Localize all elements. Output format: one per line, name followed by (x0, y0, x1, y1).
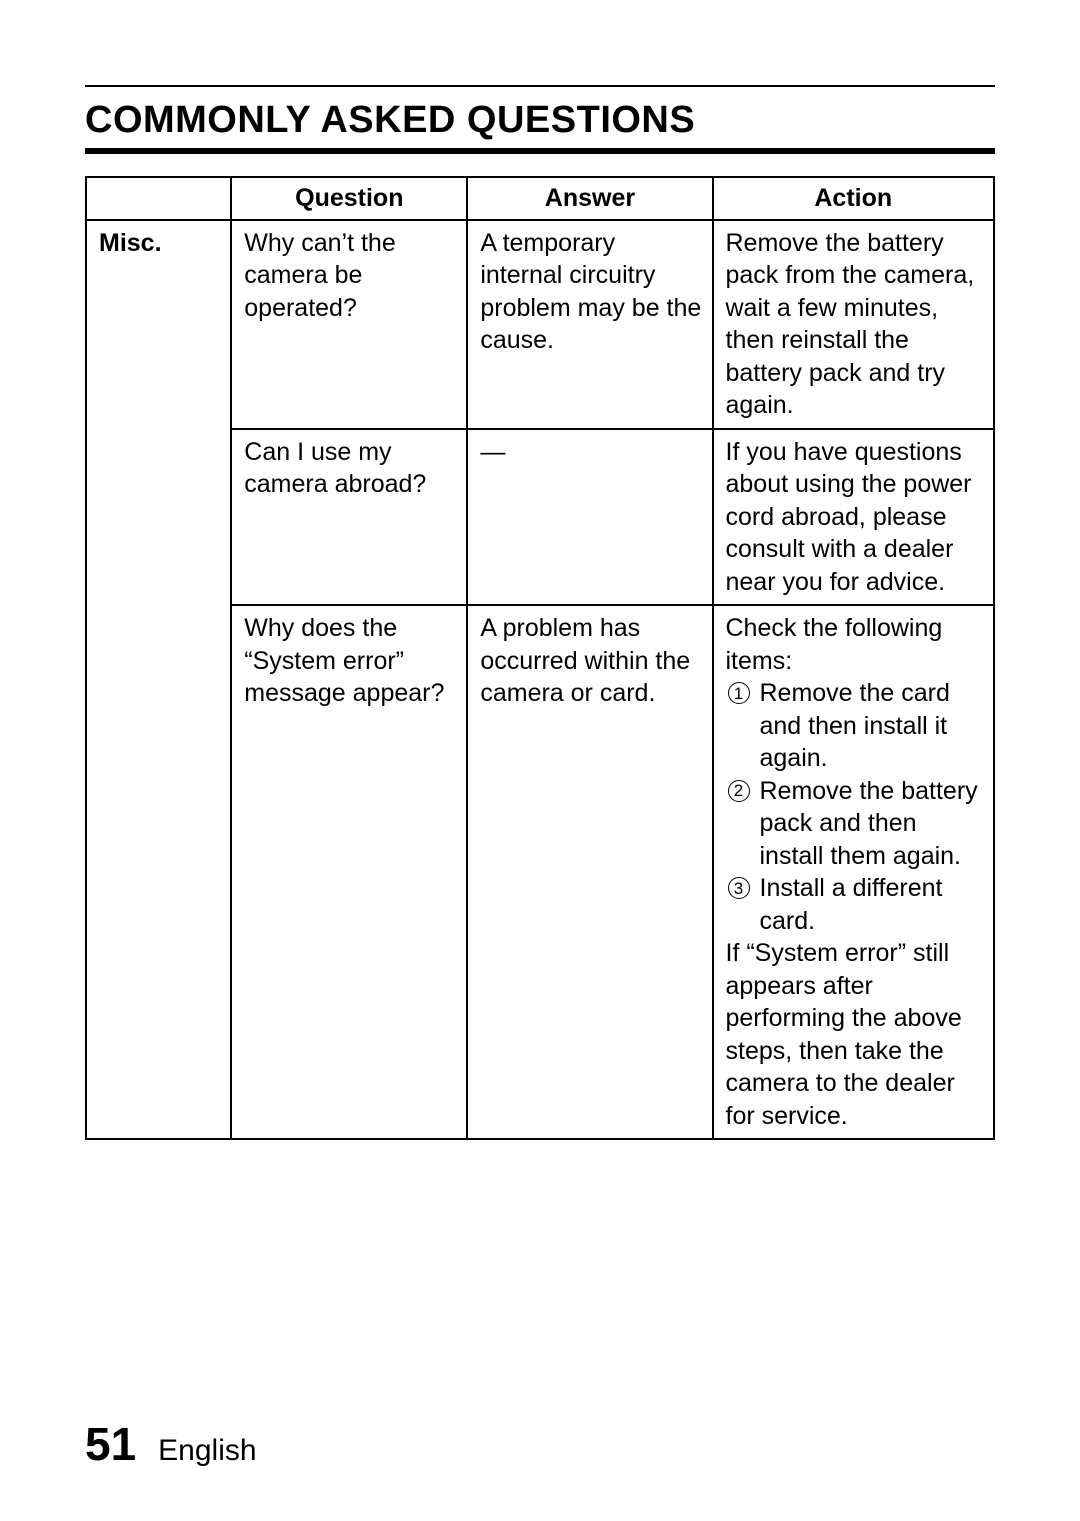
col-header-action: Action (713, 177, 995, 220)
table-row: Misc. Why can’t the camera be operated? … (86, 220, 994, 429)
step-number-icon: 3 (728, 877, 750, 899)
answer-cell: A problem has occurred within the camera… (467, 605, 712, 1139)
answer-cell: — (467, 429, 712, 606)
action-step: 3 Install a different card. (726, 872, 984, 937)
action-cell: Check the following items: 1 Remove the … (713, 605, 995, 1139)
action-cell: Remove the battery pack from the camera,… (713, 220, 995, 429)
category-cell: Misc. (86, 220, 231, 1140)
col-header-question: Question (231, 177, 467, 220)
answer-cell: A temporary internal circuitry problem m… (467, 220, 712, 429)
action-intro: Check the following items: (726, 612, 984, 677)
question-cell: Why does the “System error” message appe… (231, 605, 467, 1139)
action-outro: If “System error” still appears after pe… (726, 937, 984, 1132)
page-title: COMMONLY ASKED QUESTIONS (85, 99, 995, 142)
manual-page: COMMONLY ASKED QUESTIONS Question Answer… (0, 0, 1080, 1521)
page-footer: 51 English (85, 1377, 995, 1471)
title-underline (85, 148, 995, 154)
question-cell: Can I use my camera abroad? (231, 429, 467, 606)
step-text: Remove the card and then install it agai… (760, 677, 984, 775)
step-text: Install a different card. (760, 872, 984, 937)
page-number: 51 (85, 1417, 136, 1471)
question-cell: Why can’t the camera be operated? (231, 220, 467, 429)
action-steps-list: 1 Remove the card and then install it ag… (726, 677, 984, 937)
step-number-icon: 2 (728, 780, 750, 802)
action-step: 2 Remove the battery pack and then insta… (726, 775, 984, 873)
col-header-answer: Answer (467, 177, 712, 220)
action-step: 1 Remove the card and then install it ag… (726, 677, 984, 775)
col-header-category (86, 177, 231, 220)
top-rule (85, 85, 995, 87)
action-cell: If you have questions about using the po… (713, 429, 995, 606)
step-text: Remove the battery pack and then install… (760, 775, 984, 873)
faq-table: Question Answer Action Misc. Why can’t t… (85, 176, 995, 1140)
step-number-icon: 1 (728, 682, 750, 704)
language-label: English (158, 1434, 256, 1468)
table-header-row: Question Answer Action (86, 177, 994, 220)
